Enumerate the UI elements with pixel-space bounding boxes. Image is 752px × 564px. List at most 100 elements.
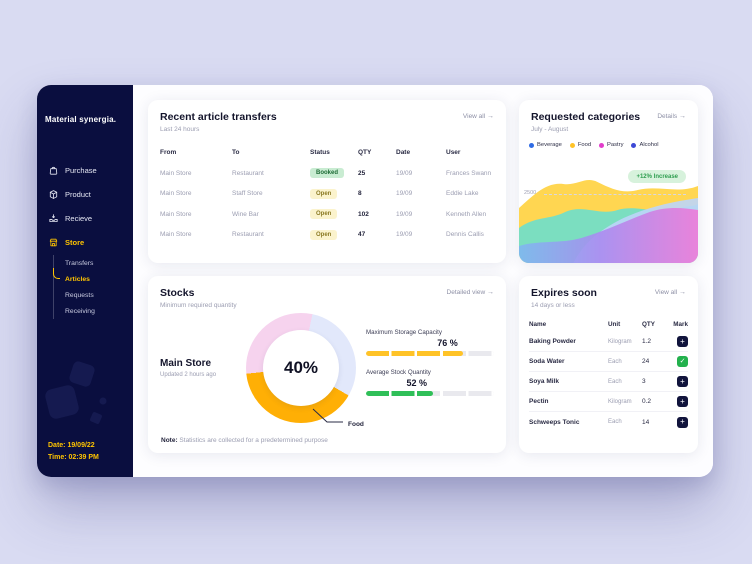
cell-qty: 8	[358, 190, 362, 198]
transfers-title: Recent article transfers	[160, 111, 277, 123]
table-row: Main Store Restaurant Booked 25 19/09 Fr…	[160, 163, 494, 184]
list-item: Schweeps Tonic Each 14 +	[529, 412, 688, 432]
decor-shapes	[45, 361, 107, 424]
box-icon	[48, 189, 59, 200]
main-nav: Purchase Product Recieve	[37, 158, 133, 319]
store-name: Main Store	[160, 358, 212, 369]
increase-badge: +12% Increase	[628, 170, 686, 183]
app-window: Material synergia. Purchase Product	[37, 85, 713, 477]
col-qty: QTY	[642, 321, 655, 328]
sidebar-item-product[interactable]: Product	[37, 182, 133, 206]
dashboard: Recent article transfers Last 24 hours V…	[133, 85, 713, 477]
area-chart: 2500 +12% Increase	[519, 168, 698, 263]
sidebar-subitem-articles[interactable]: Articles	[53, 268, 133, 287]
store-subnav: Transfers Articles Requests Receiving	[53, 255, 133, 319]
cell-qty: 102	[358, 210, 369, 218]
sidebar-subitem-receiving[interactable]: Receiving	[65, 307, 95, 315]
list-item: Soya Milk Each 3 +	[529, 372, 688, 392]
cell-user: Frances Swann	[446, 169, 492, 177]
expires-view-all-link[interactable]: View all →	[654, 289, 686, 296]
sidebar-item-label: Store	[65, 237, 85, 247]
sidebar-item-recieve[interactable]: Recieve	[37, 206, 133, 230]
expires-title: Expires soon	[531, 287, 597, 299]
progress-bar	[366, 351, 494, 356]
cell-user: Kenneth Allen	[446, 210, 487, 218]
sidebar-item-store[interactable]: Store	[37, 230, 133, 254]
cell-from: Main Store	[160, 190, 192, 198]
list-item: Soda Water Each 24 ✓	[529, 352, 688, 372]
metric-max-storage: Maximum Storage Capacity 76 %	[366, 329, 494, 356]
stocks-donut-wrap: 40% Food	[246, 313, 364, 428]
stocks-detailed-view-link[interactable]: Detailed view →	[446, 289, 494, 296]
donut-center-value: 40%	[283, 358, 319, 377]
legend-dot	[599, 142, 605, 148]
list-item: Baking Powder Kilogram 1.2 +	[529, 332, 688, 352]
transfers-view-all-link[interactable]: View all →	[462, 113, 494, 120]
list-item: Pectin Kilogram 0.2 +	[529, 392, 688, 412]
stocks-title: Stocks	[160, 287, 195, 299]
transfers-table: From To Status QTY Date User Main Store …	[148, 133, 506, 245]
legend-item-food: Food	[569, 142, 591, 148]
legend-dot	[569, 142, 575, 148]
categories-card-head: Requested categories July - August Detai…	[519, 100, 698, 133]
cell-to: Restaurant	[232, 169, 264, 177]
cell-from: Main Store	[160, 169, 192, 177]
legend-item-beverage: Beverage	[529, 142, 562, 148]
status-badge: Open	[310, 209, 338, 220]
arrow-right-icon: →	[487, 113, 494, 120]
plus-icon[interactable]: +	[677, 336, 688, 347]
callout-line	[312, 408, 343, 423]
cell-qty: 47	[358, 231, 366, 239]
metric-value: 52 %	[406, 378, 428, 388]
stocks-subtitle: Minimum required quantity	[160, 302, 237, 309]
col-name: Name	[529, 321, 547, 328]
cell-qty: 25	[358, 169, 366, 177]
y-axis-tick: 2500	[524, 190, 537, 196]
cell-date: 19/09	[396, 210, 413, 218]
status-badge: Booked	[310, 168, 345, 179]
transfers-card: Recent article transfers Last 24 hours V…	[148, 100, 506, 263]
col-mark: Mark	[673, 321, 688, 328]
categories-title: Requested categories	[531, 111, 641, 123]
col-qty: QTY	[358, 149, 372, 156]
brand-logo: Material synergia.	[45, 115, 117, 124]
datetime: Date: 19/09/22 Time: 02:39 PM	[48, 440, 99, 465]
callout-label: Food	[348, 421, 364, 428]
cell-to: Staff Store	[232, 190, 263, 198]
store-updated: Updated 2 hours ago	[160, 372, 217, 378]
sidebar: Material synergia. Purchase Product	[37, 85, 133, 477]
cell-from: Main Store	[160, 210, 192, 218]
cell-date: 19/09	[396, 231, 413, 239]
sidebar-subitem-requests[interactable]: Requests	[65, 291, 94, 299]
plus-icon[interactable]: +	[677, 416, 688, 428]
area-chart-svg	[519, 180, 698, 263]
legend-dot	[529, 142, 534, 148]
transfers-subtitle: Last 24 hours	[160, 126, 200, 133]
sidebar-subitem-transfers[interactable]: Transfers	[65, 259, 94, 267]
col-status: Status	[310, 149, 330, 156]
sidebar-item-purchase[interactable]: Purchase	[37, 158, 133, 182]
check-icon[interactable]: ✓	[677, 356, 688, 367]
categories-subtitle: July - August	[531, 126, 569, 133]
legend-dot	[631, 142, 637, 148]
plus-icon[interactable]: +	[677, 396, 688, 407]
table-row: Main Store Restaurant Open 47 19/09 Denn…	[160, 225, 494, 246]
stocks-donut	[246, 313, 356, 423]
cell-to: Restaurant	[232, 231, 264, 239]
plus-icon[interactable]: +	[677, 376, 688, 387]
metric-avg-stock: Average Stock Quantity 52 %	[366, 369, 494, 396]
categories-details-link[interactable]: Details →	[657, 113, 686, 120]
expires-table-header: Name Unit QTY Mark	[529, 317, 688, 332]
expires-subtitle: 14 days or less	[531, 302, 575, 309]
stocks-note: Note: Statistics are collected for a pre…	[161, 437, 328, 444]
status-badge: Open	[310, 188, 338, 199]
transfers-card-head: Recent article transfers Last 24 hours V…	[148, 100, 506, 133]
store-block: Main Store Updated 2 hours ago	[160, 358, 234, 378]
arrow-right-icon: →	[679, 289, 686, 296]
storefront-icon	[48, 237, 59, 248]
col-date: Date	[396, 149, 411, 156]
expires-table: Name Unit QTY Mark Baking Powder Kilogra…	[519, 309, 698, 432]
arrow-right-icon: →	[487, 289, 494, 296]
table-row: Main Store Staff Store Open 8 19/09 Eddi…	[160, 184, 494, 205]
cell-date: 19/09	[396, 169, 413, 177]
